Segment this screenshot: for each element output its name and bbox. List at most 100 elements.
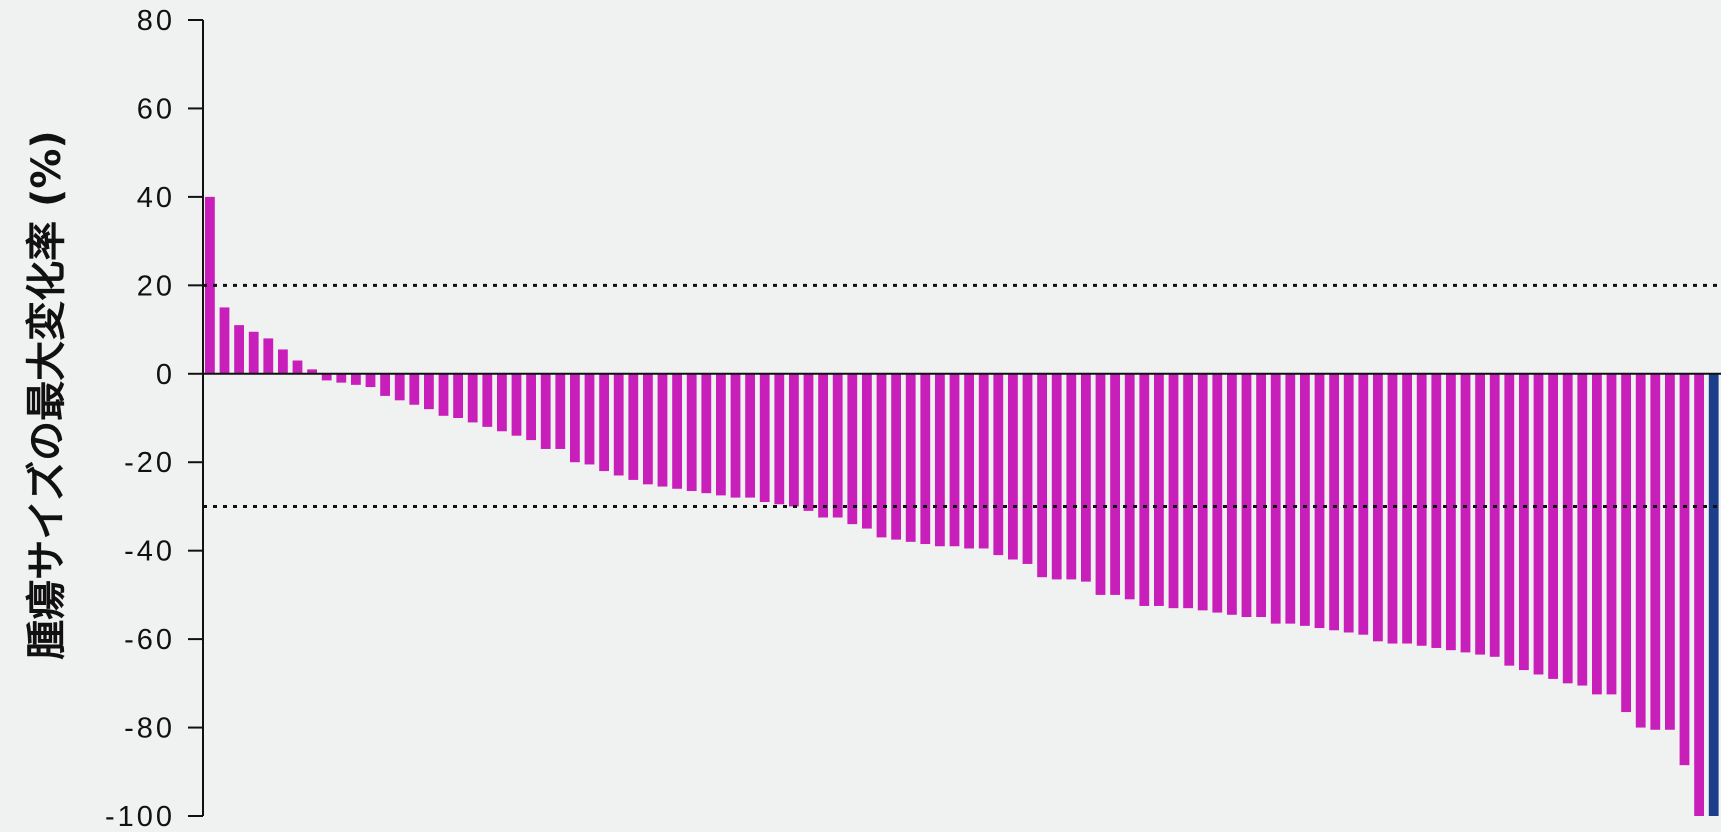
bar-series-1-4	[248, 331, 259, 374]
bar-series-1-22	[511, 373, 522, 436]
y-axis: 80 60 40 20 0 -20 -40 -60 -80 -100	[105, 5, 204, 832]
bar-series-1-1	[205, 196, 215, 374]
bar-series-1-8	[307, 369, 317, 374]
y-tick-label-4: 0	[156, 359, 175, 391]
y-tick-label-1: 60	[137, 93, 175, 125]
bar-series-1-15	[409, 373, 420, 405]
bar-series-1-82	[1387, 373, 1398, 644]
bar-series-1-74	[1270, 373, 1281, 624]
bar-series-1-49	[905, 373, 916, 542]
bar-series-1-53	[964, 373, 974, 549]
bar-series-1-47	[876, 373, 887, 538]
bar-series-1-60	[1066, 373, 1077, 580]
bar-series-1-3	[234, 325, 244, 374]
bar-series-1-2	[219, 307, 230, 374]
bar-series-1-98	[1621, 373, 1631, 713]
bar-series-1-73	[1256, 373, 1266, 617]
bar-series-1-58	[1037, 373, 1047, 578]
bar-series-1-7	[292, 360, 303, 374]
bar-series-1-6	[278, 349, 288, 374]
bar-series-1-55	[993, 373, 1004, 556]
bar-series-1-42	[803, 373, 814, 511]
bar-series-1-51	[935, 373, 945, 547]
bar-series-1-94	[1562, 373, 1573, 684]
bar-series-1-81	[1373, 373, 1383, 642]
y-tick-label-3: 20	[137, 270, 175, 302]
bar-series-1-97	[1606, 373, 1617, 695]
bar-series-1-88	[1475, 373, 1485, 655]
bar-series-1-34	[686, 373, 697, 491]
bar-series-1-59	[1051, 373, 1062, 580]
bar-series-1-56	[1008, 373, 1018, 560]
bar-series-1-65	[1139, 373, 1150, 606]
bar-series-1-57	[1022, 373, 1033, 564]
y-tick-label-2: 40	[137, 182, 175, 214]
bar-series-1-63	[1110, 373, 1120, 595]
bar-series-1-89	[1489, 373, 1500, 657]
y-tick-label-8: -80	[124, 713, 175, 745]
bar-series-1-12	[365, 373, 376, 388]
y-tick-label-9: -100	[105, 801, 175, 832]
bar-series-1-44	[832, 373, 843, 518]
bar-series-1-17	[438, 373, 449, 416]
bar-series-1-96	[1592, 373, 1602, 695]
bar-series-1-75	[1285, 373, 1296, 624]
bar-series-1-103	[1694, 373, 1704, 816]
bar-series-2-1	[1708, 373, 1719, 816]
bar-series-1-38	[745, 373, 755, 498]
bar-series-1-54	[978, 373, 989, 549]
bar-series-1-30	[628, 373, 639, 480]
bar-series-1-24	[540, 373, 551, 449]
y-tick-label-7: -60	[124, 624, 175, 656]
bar-series-1-61	[1081, 373, 1091, 582]
bar-series-1-11	[351, 373, 361, 385]
bar-series-1-76	[1300, 373, 1310, 626]
bar-series-1-84	[1416, 373, 1427, 646]
bar-series-1-19	[467, 373, 478, 423]
bar-series-1-72	[1241, 373, 1252, 617]
bar-series-1-48	[891, 373, 901, 540]
bar-series-1-14	[394, 373, 405, 401]
reference-lines	[203, 283, 1721, 508]
bar-series-1-37	[730, 373, 741, 498]
bar-series-1-69	[1197, 373, 1208, 611]
bar-series-1-68	[1183, 373, 1193, 609]
bar-series-1-71	[1227, 373, 1237, 615]
bar-series-1-100	[1650, 373, 1661, 730]
bar-series-1-50	[920, 373, 931, 545]
bar-series-1-92	[1533, 373, 1544, 675]
bar-series-1-95	[1577, 373, 1588, 686]
bar-series-1-33	[672, 373, 682, 489]
bars-group	[205, 196, 1719, 816]
bar-series-1-102	[1679, 373, 1690, 766]
bar-series-1-78	[1329, 373, 1339, 631]
bar-series-1-25	[555, 373, 566, 449]
bar-series-1-77	[1314, 373, 1325, 629]
bar-series-1-99	[1635, 373, 1646, 728]
bar-series-1-45	[847, 373, 858, 525]
bar-series-1-27	[584, 373, 595, 465]
bar-series-1-26	[570, 373, 580, 463]
bar-series-1-29	[613, 373, 624, 476]
bar-series-1-93	[1548, 373, 1558, 679]
bar-series-1-67	[1168, 373, 1179, 609]
bar-series-1-5	[263, 338, 274, 374]
bar-series-1-86	[1446, 373, 1456, 651]
bar-series-1-85	[1431, 373, 1442, 648]
bar-series-1-13	[380, 373, 390, 396]
bar-series-1-18	[453, 373, 463, 418]
bar-series-1-40	[774, 373, 785, 505]
y-tick-label-6: -40	[124, 536, 175, 568]
bar-series-1-23	[526, 373, 536, 441]
bar-series-1-66	[1154, 373, 1164, 606]
bar-series-1-9	[321, 373, 332, 381]
bar-series-1-64	[1124, 373, 1135, 600]
bar-series-1-41	[789, 373, 799, 507]
bar-series-1-87	[1460, 373, 1471, 653]
bar-series-1-43	[818, 373, 828, 518]
bar-series-1-35	[701, 373, 712, 494]
bar-series-1-70	[1212, 373, 1223, 613]
bar-series-1-36	[716, 373, 726, 496]
